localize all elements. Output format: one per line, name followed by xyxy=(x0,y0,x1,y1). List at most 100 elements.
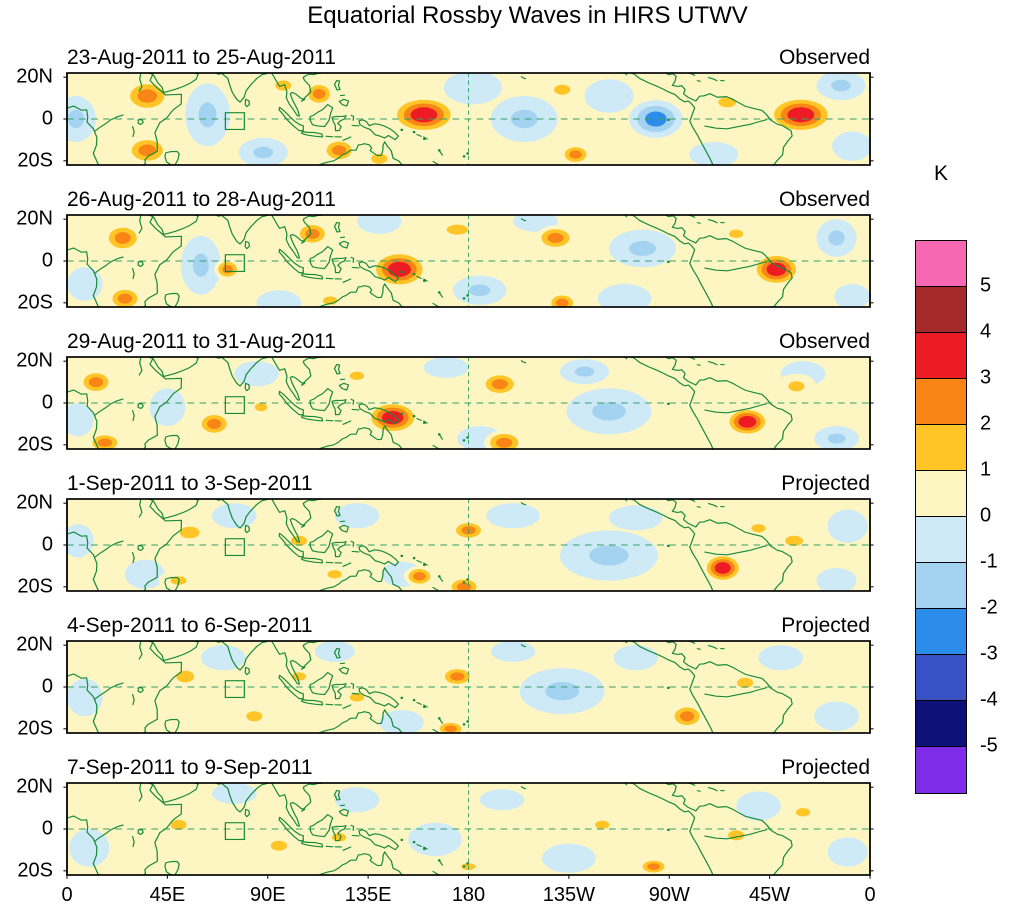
warm-anomaly-contour xyxy=(371,153,388,164)
warm-anomaly-contour xyxy=(387,261,411,277)
colorbar-tick-label: 5 xyxy=(980,274,992,297)
cold-anomaly-contour xyxy=(67,403,94,437)
coastline-java xyxy=(301,699,324,706)
warm-anomaly-contour xyxy=(751,524,766,533)
island-dot xyxy=(412,130,416,134)
coastline-indochina-coast xyxy=(271,641,324,685)
x-axis-label: 0 xyxy=(864,884,876,906)
coastline-australia-north xyxy=(318,283,403,307)
island-dot xyxy=(462,297,466,300)
cold-anomaly-contour xyxy=(334,787,380,813)
colorbar-tick-label: 3 xyxy=(980,366,992,389)
warm-anomaly-contour xyxy=(729,229,744,238)
colorbar-tick-label: -5 xyxy=(980,734,998,757)
warm-anomaly-contour xyxy=(327,570,342,579)
cold-anomaly-contour xyxy=(124,559,166,589)
colorbar-swatch xyxy=(916,425,966,471)
y-axis-label: 0 xyxy=(41,675,53,698)
cold-anomaly-contour xyxy=(510,109,538,129)
cold-anomaly-contour xyxy=(67,678,103,717)
coastline-lake-victoria xyxy=(137,829,144,836)
coastline-new-guinea xyxy=(358,403,400,425)
island-dot xyxy=(667,118,670,122)
colorbar-swatch xyxy=(916,747,966,793)
warm-anomaly-contour xyxy=(254,403,268,412)
coastline-africa-east-coast xyxy=(142,519,183,591)
x-axis-label: 180 xyxy=(451,884,486,906)
coastline-americas-pacific-coast xyxy=(630,783,714,875)
x-axis-label: 135W xyxy=(542,884,596,906)
y-axis-label: 0 xyxy=(41,249,53,272)
coastline-sri-lanka xyxy=(244,808,251,818)
panel-observed-1: 23-Aug-2011 to 25-Aug-2011 Observed 20N 0… xyxy=(0,46,1015,171)
colorbar-tick-label: 4 xyxy=(980,320,992,343)
coastline-red-sea-west xyxy=(147,783,167,806)
colorbar-swatch xyxy=(916,379,966,425)
y-axis-label: 20S xyxy=(17,291,53,314)
panel-date-range: 7-Sep-2011 to 9-Sep-2011 xyxy=(67,756,313,779)
warm-anomaly-contour xyxy=(137,89,158,103)
y-axis-labels: 20N 0 20S xyxy=(0,492,57,598)
map-panel-plot xyxy=(63,782,874,879)
panel-date-range: 29-Aug-2011 to 31-Aug-2011 xyxy=(67,330,336,353)
coastline-india-coast xyxy=(214,215,270,245)
cold-anomaly-contour xyxy=(211,503,257,529)
coastline-vanuatu xyxy=(439,150,444,156)
coastline-lake-victoria xyxy=(137,687,144,694)
island-dot xyxy=(462,581,466,584)
coastline-luzon xyxy=(333,505,341,517)
coastline-amazon-river xyxy=(704,403,767,414)
coastline-solomons-1 xyxy=(416,275,422,279)
cold-anomaly-contour xyxy=(211,783,257,804)
coastline-solomons-2 xyxy=(423,704,428,708)
island-dot xyxy=(412,272,416,276)
y-axis-label: 20S xyxy=(17,859,53,882)
cold-anomaly-contour xyxy=(613,645,659,671)
y-axis-label: 0 xyxy=(41,533,53,556)
warm-anomaly-contour xyxy=(718,97,737,108)
island-dot xyxy=(667,544,670,548)
cold-anomaly-contour xyxy=(198,102,217,128)
coastline-solomons-1 xyxy=(416,701,422,705)
panel-source-label: Observed xyxy=(778,46,870,69)
coastline-hispaniola xyxy=(707,645,718,650)
coastline-caribbean-atlantic-coast xyxy=(665,641,793,733)
coastline-hispaniola xyxy=(707,503,718,508)
warm-anomaly-contour xyxy=(444,725,457,733)
cold-anomaly-contour xyxy=(67,109,84,129)
coastline-arabia-coast xyxy=(162,641,199,662)
panel-date-range: 23-Aug-2011 to 25-Aug-2011 xyxy=(67,46,336,69)
colorbar-tick-label: -2 xyxy=(980,596,998,619)
colorbar-tick-label: -4 xyxy=(980,688,998,711)
coastline-solomons-2 xyxy=(423,278,428,282)
coastline-luzon xyxy=(333,647,341,659)
map-panel-plot xyxy=(63,72,874,166)
y-axis-labels: 20N 0 20S xyxy=(0,634,57,740)
warm-anomaly-contour xyxy=(114,232,131,244)
cold-anomaly-contour xyxy=(828,230,845,246)
coastline-sulawesi xyxy=(331,257,347,274)
coastline-caribbean-atlantic-coast xyxy=(665,357,793,449)
coastline-lake-tanganyika xyxy=(131,267,135,280)
y-axis-label: 20N xyxy=(16,491,53,514)
coastline-madagascar xyxy=(164,718,180,733)
coastline-amazon-river xyxy=(704,829,767,840)
panel-source-label: Projected xyxy=(781,472,870,495)
cold-anomaly-contour xyxy=(816,568,857,591)
y-axis-label: 20N xyxy=(16,65,53,88)
warm-anomaly-contour xyxy=(788,381,805,392)
coastline-indochina-coast xyxy=(271,783,324,827)
coastline-madagascar xyxy=(164,576,180,591)
island-dot xyxy=(400,270,404,274)
cold-anomaly-contour xyxy=(584,79,634,113)
warm-anomaly-contour xyxy=(647,863,660,870)
warm-anomaly-contour xyxy=(97,438,113,447)
coastline-lake-tanganyika xyxy=(131,551,135,564)
coastline-lake-tanganyika xyxy=(131,835,135,848)
cold-anomaly-contour xyxy=(149,388,186,426)
coastline-vanuatu xyxy=(439,292,444,298)
coastline-lake-victoria xyxy=(137,403,144,410)
colorbar-swatch xyxy=(916,655,966,701)
coastline-africa-east-coast xyxy=(142,661,183,733)
coastline-arabia-coast xyxy=(162,73,199,94)
